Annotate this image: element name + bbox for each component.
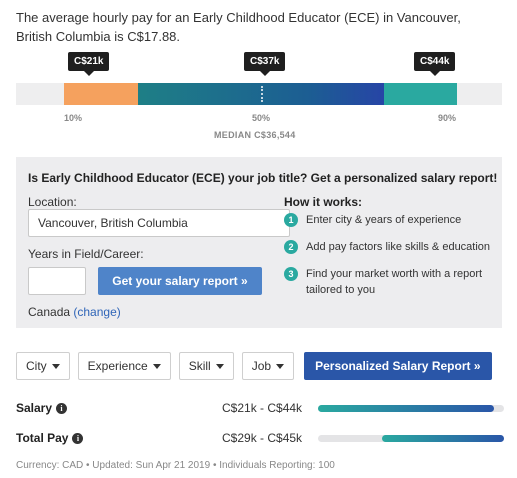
high-value-bubble: C$44k: [414, 52, 456, 76]
step-item: 1 Enter city & years of experience: [284, 212, 494, 228]
median-value-bubble: C$37k: [244, 52, 286, 76]
chevron-down-icon: [276, 363, 285, 369]
bar-segment-low: [64, 83, 138, 105]
job-filter-dropdown[interactable]: Job: [241, 352, 295, 380]
panel-title: Is Early Childhood Educator (ECE) your j…: [28, 171, 498, 185]
chevron-down-icon: [215, 363, 224, 369]
filter-bar: City Experience Skill Job Personalized S…: [16, 352, 492, 380]
step-text: Add pay factors like skills & education: [306, 241, 491, 253]
step-number-badge: 1: [284, 213, 298, 227]
total-pay-range-fill: [382, 435, 504, 442]
total-pay-label-text: Total Pay: [16, 431, 69, 445]
salary-label-text: Salary: [16, 401, 53, 415]
country-selector: Canada (change): [28, 305, 121, 319]
intro-text: The average hourly pay for an Early Chil…: [16, 10, 461, 44]
median-label: MEDIAN C$36,544: [214, 130, 296, 140]
city-filter-label: City: [26, 359, 47, 373]
percentile-90-label: 90%: [438, 113, 457, 123]
percentile-10-label: 10%: [64, 113, 83, 123]
city-filter-dropdown[interactable]: City: [16, 352, 70, 380]
step-text: Find your market worth with a report tai…: [306, 268, 483, 296]
salary-label: Salary i: [16, 401, 68, 415]
get-salary-report-button[interactable]: Get your salary report »: [98, 267, 262, 295]
salary-range-fill: [318, 405, 494, 412]
step-text: Enter city & years of experience: [306, 214, 462, 226]
total-pay-range-value: C$29k - C$45k: [222, 431, 303, 445]
country-name: Canada: [28, 305, 71, 319]
step-item: 3 Find your market worth with a report t…: [284, 266, 494, 298]
salary-range-bar: C$21k C$37k C$44k 10% 50% 90% MEDIAN C$3…: [16, 50, 502, 150]
years-label: Years in Field/Career:: [28, 247, 144, 261]
salary-range-value: C$21k - C$44k: [222, 401, 303, 415]
bar-segment-high: [384, 83, 457, 105]
personalized-salary-report-button[interactable]: Personalized Salary Report »: [304, 352, 492, 380]
median-marker: [261, 86, 263, 102]
step-number-badge: 2: [284, 240, 298, 254]
location-label: Location:: [28, 195, 77, 209]
skill-filter-label: Skill: [188, 359, 211, 373]
years-input[interactable]: [28, 267, 86, 295]
total-pay-range-track: [318, 435, 504, 442]
info-icon[interactable]: i: [56, 402, 68, 414]
info-icon[interactable]: i: [72, 432, 84, 444]
change-country-link[interactable]: (change): [73, 305, 121, 319]
total-pay-label: Total Pay i: [16, 431, 84, 445]
salary-range-track: [318, 405, 504, 412]
location-input[interactable]: [28, 209, 290, 237]
salary-report-panel: Is Early Childhood Educator (ECE) your j…: [16, 157, 502, 328]
footer-meta: Currency: CAD • Updated: Sun Apr 21 2019…: [16, 460, 335, 471]
how-it-works-title: How it works:: [284, 195, 363, 209]
chevron-down-icon: [51, 363, 60, 369]
chevron-down-icon: [152, 363, 161, 369]
total-pay-row: Total Pay i C$29k - C$45k: [16, 431, 506, 447]
step-number-badge: 3: [284, 267, 298, 281]
experience-filter-dropdown[interactable]: Experience: [77, 352, 171, 380]
step-item: 2 Add pay factors like skills & educatio…: [284, 239, 494, 255]
job-filter-label: Job: [251, 359, 272, 373]
experience-filter-label: Experience: [87, 359, 148, 373]
low-value-bubble: C$21k: [68, 52, 110, 76]
percentile-50-label: 50%: [252, 113, 271, 123]
skill-filter-dropdown[interactable]: Skill: [178, 352, 234, 380]
salary-row: Salary i C$21k - C$44k: [16, 401, 506, 417]
